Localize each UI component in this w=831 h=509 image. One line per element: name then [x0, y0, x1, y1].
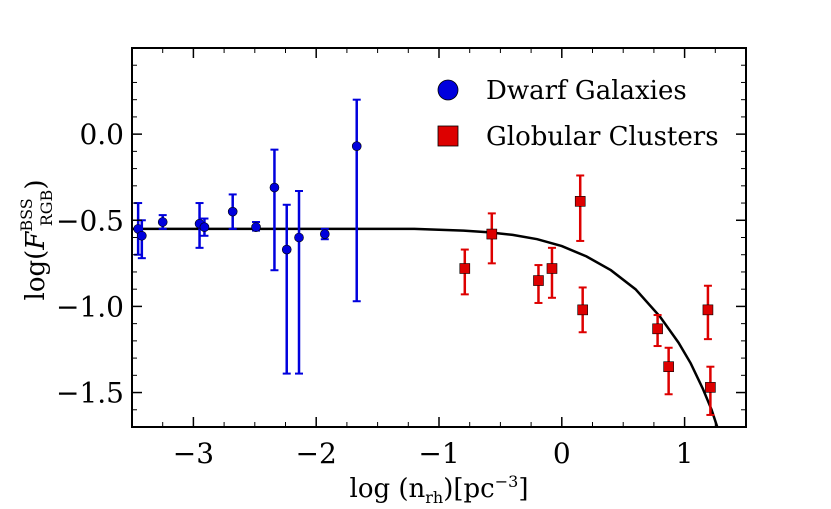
- dwarf-galaxy-point: [251, 220, 261, 232]
- data-marker: [199, 222, 210, 232]
- data-marker: [137, 230, 147, 241]
- fit-curve: [132, 227, 719, 427]
- y-tick-label: −0.5: [56, 204, 124, 237]
- globular-cluster-point: [702, 284, 714, 341]
- data-marker: [574, 196, 586, 207]
- data-marker: [663, 361, 674, 373]
- data-marker: [486, 228, 498, 240]
- dwarf-galaxy-point: [319, 227, 330, 241]
- data-marker: [533, 275, 544, 286]
- globular-cluster-point: [533, 264, 544, 304]
- y-axis-label: log(FBSSRGB): [17, 180, 56, 301]
- globular-cluster-point: [652, 314, 663, 348]
- data-marker: [157, 217, 168, 227]
- dwarf-galaxy-point: [137, 219, 147, 260]
- dwarf-galaxy-point: [269, 148, 280, 272]
- x-axis-label: log (nrh)[pc−3]: [350, 472, 529, 507]
- legend: Dwarf Galaxies Globular Clusters: [437, 76, 719, 152]
- globular-cluster-point: [546, 246, 558, 299]
- data-marker: [281, 244, 292, 255]
- dwarf-galaxy-point: [281, 203, 292, 375]
- dwarf-galaxy-point: [227, 193, 238, 230]
- data-marker: [546, 263, 558, 274]
- dwarf-galaxy-point: [294, 189, 304, 375]
- legend-label-dwarf: Dwarf Galaxies: [486, 76, 687, 106]
- y-tick-label: −1.0: [56, 290, 124, 323]
- data-marker: [459, 263, 471, 274]
- x-tick-label: −3: [173, 437, 214, 470]
- data-marker: [351, 141, 362, 151]
- globular-cluster-point: [574, 174, 586, 242]
- x-tick-label: −1: [418, 437, 459, 470]
- globular-cluster-point: [705, 365, 716, 416]
- legend-marker-globular: [437, 125, 459, 147]
- data-marker: [227, 206, 238, 217]
- data-marker: [577, 304, 588, 316]
- data-marker: [319, 229, 330, 239]
- globular-cluster-point: [486, 212, 498, 265]
- legend-marker-dwarf: [437, 79, 459, 101]
- data-marker: [652, 323, 663, 335]
- data-marker: [705, 382, 716, 393]
- legend-label-globular: Globular Clusters: [486, 122, 719, 152]
- globular-cluster-point: [663, 346, 674, 396]
- dwarf-galaxy-point: [157, 214, 168, 230]
- data-marker: [269, 182, 280, 193]
- data-marker: [702, 304, 714, 316]
- y-tick-label: 0.0: [79, 118, 124, 151]
- globular-cluster-point: [459, 248, 471, 296]
- y-tick-label: −1.5: [56, 377, 124, 410]
- x-tick-label: 1: [676, 437, 694, 470]
- x-tick-label: 0: [553, 437, 571, 470]
- x-tick-label: −2: [296, 437, 337, 470]
- dwarf-galaxy-point: [351, 98, 362, 303]
- globular-cluster-point: [577, 286, 588, 334]
- data-marker: [251, 222, 261, 232]
- data-marker: [294, 232, 304, 243]
- dwarf-galaxy-point: [199, 217, 210, 237]
